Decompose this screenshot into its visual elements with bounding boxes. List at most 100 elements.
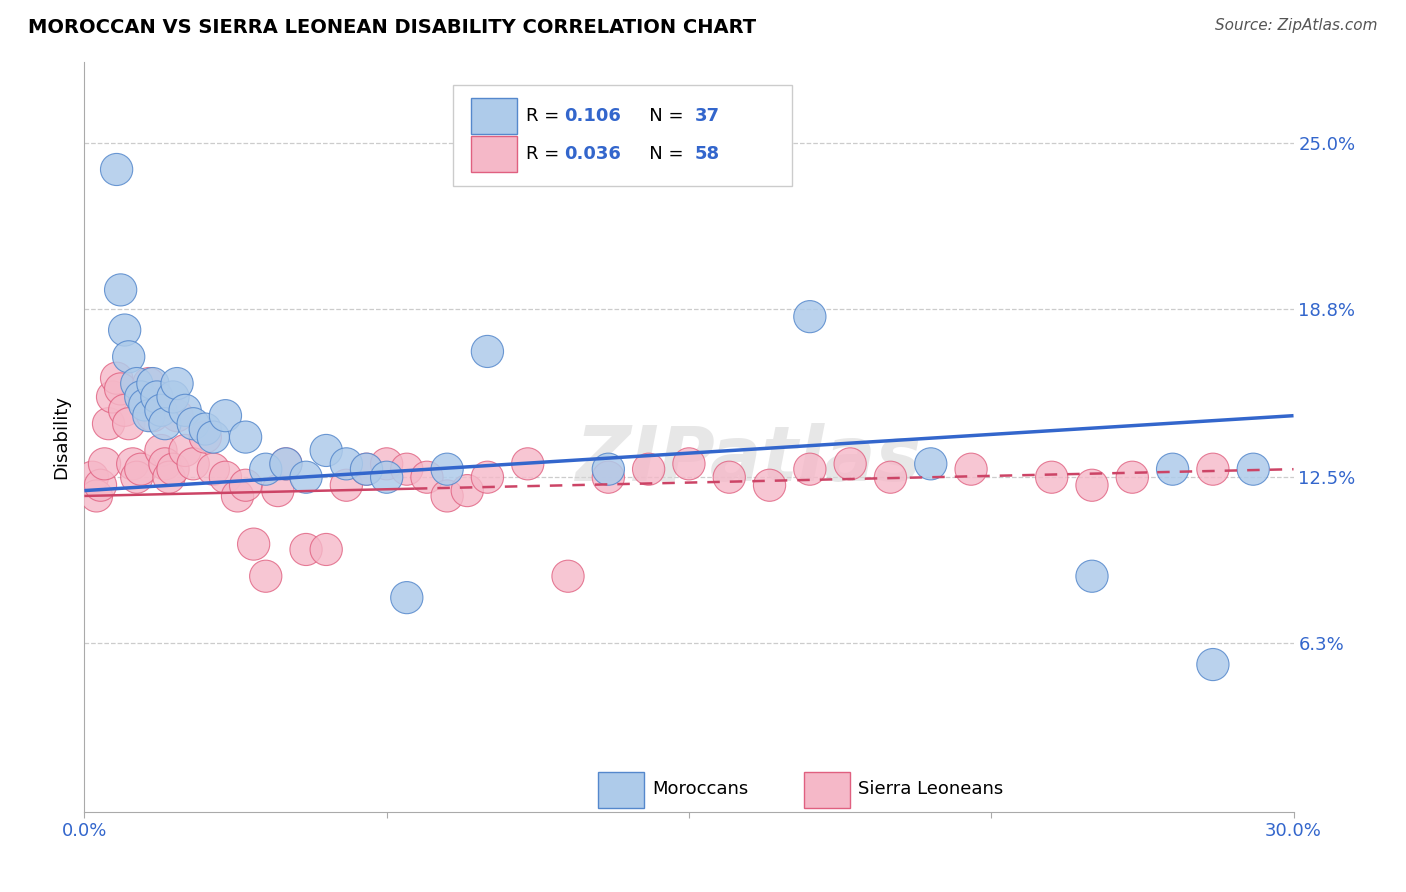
Ellipse shape <box>145 394 177 426</box>
Ellipse shape <box>104 274 136 306</box>
FancyBboxPatch shape <box>453 85 792 186</box>
Ellipse shape <box>177 448 209 480</box>
Text: 58: 58 <box>695 145 720 163</box>
Ellipse shape <box>209 400 242 432</box>
Ellipse shape <box>84 469 117 501</box>
Text: Source: ZipAtlas.com: Source: ZipAtlas.com <box>1215 18 1378 33</box>
Ellipse shape <box>262 475 294 507</box>
Ellipse shape <box>432 453 463 485</box>
Text: N =: N = <box>633 145 689 163</box>
Text: 0.106: 0.106 <box>564 107 621 126</box>
Ellipse shape <box>1036 461 1067 493</box>
Ellipse shape <box>141 381 173 413</box>
Ellipse shape <box>153 461 186 493</box>
Ellipse shape <box>471 335 503 368</box>
Ellipse shape <box>169 394 201 426</box>
Text: 37: 37 <box>695 107 720 126</box>
Ellipse shape <box>371 448 402 480</box>
Ellipse shape <box>157 453 190 485</box>
Ellipse shape <box>794 301 825 333</box>
Ellipse shape <box>149 448 181 480</box>
Ellipse shape <box>209 461 242 493</box>
Ellipse shape <box>238 528 270 560</box>
Ellipse shape <box>145 434 177 467</box>
Ellipse shape <box>221 480 253 512</box>
Ellipse shape <box>89 448 121 480</box>
Ellipse shape <box>834 448 866 480</box>
Ellipse shape <box>311 434 342 467</box>
Ellipse shape <box>330 469 363 501</box>
Ellipse shape <box>250 560 281 592</box>
Text: ZIPatlas: ZIPatlas <box>576 423 922 497</box>
Ellipse shape <box>190 421 221 453</box>
Ellipse shape <box>149 408 181 440</box>
FancyBboxPatch shape <box>599 772 644 808</box>
Ellipse shape <box>350 453 382 485</box>
Ellipse shape <box>97 381 129 413</box>
Ellipse shape <box>157 381 190 413</box>
Ellipse shape <box>132 400 165 432</box>
Ellipse shape <box>754 469 786 501</box>
Text: Moroccans: Moroccans <box>652 780 749 798</box>
Text: 0.036: 0.036 <box>564 145 621 163</box>
Ellipse shape <box>1197 453 1229 485</box>
Ellipse shape <box>411 461 443 493</box>
Ellipse shape <box>112 341 145 373</box>
Ellipse shape <box>76 461 108 493</box>
Text: MOROCCAN VS SIERRA LEONEAN DISABILITY CORRELATION CHART: MOROCCAN VS SIERRA LEONEAN DISABILITY CO… <box>28 18 756 37</box>
Ellipse shape <box>104 373 136 405</box>
Ellipse shape <box>311 533 342 566</box>
Ellipse shape <box>190 413 221 445</box>
Ellipse shape <box>592 461 624 493</box>
Ellipse shape <box>121 461 153 493</box>
Ellipse shape <box>915 448 946 480</box>
Ellipse shape <box>80 480 112 512</box>
Ellipse shape <box>160 400 193 432</box>
Ellipse shape <box>1237 453 1270 485</box>
Ellipse shape <box>290 461 322 493</box>
Ellipse shape <box>160 368 193 400</box>
Ellipse shape <box>875 461 907 493</box>
Ellipse shape <box>129 389 160 421</box>
Ellipse shape <box>1076 560 1108 592</box>
Ellipse shape <box>330 448 363 480</box>
Ellipse shape <box>177 408 209 440</box>
Ellipse shape <box>512 448 544 480</box>
Ellipse shape <box>100 153 132 186</box>
Ellipse shape <box>250 453 281 485</box>
Ellipse shape <box>673 448 704 480</box>
Text: Sierra Leoneans: Sierra Leoneans <box>858 780 1004 798</box>
Ellipse shape <box>108 314 141 346</box>
Ellipse shape <box>451 475 484 507</box>
Ellipse shape <box>197 453 229 485</box>
Ellipse shape <box>794 453 825 485</box>
Ellipse shape <box>270 448 302 480</box>
Text: R =: R = <box>526 107 565 126</box>
FancyBboxPatch shape <box>804 772 849 808</box>
Ellipse shape <box>391 453 423 485</box>
Ellipse shape <box>229 469 262 501</box>
Ellipse shape <box>1116 461 1149 493</box>
Ellipse shape <box>391 582 423 614</box>
Ellipse shape <box>713 461 745 493</box>
Ellipse shape <box>141 389 173 421</box>
Ellipse shape <box>129 381 160 413</box>
FancyBboxPatch shape <box>471 98 517 135</box>
Text: R =: R = <box>526 145 565 163</box>
Ellipse shape <box>1157 453 1188 485</box>
Ellipse shape <box>432 480 463 512</box>
Ellipse shape <box>1076 469 1108 501</box>
Ellipse shape <box>471 461 503 493</box>
Ellipse shape <box>1197 648 1229 681</box>
Ellipse shape <box>270 448 302 480</box>
Ellipse shape <box>93 408 125 440</box>
Ellipse shape <box>117 448 149 480</box>
Ellipse shape <box>136 400 169 432</box>
Ellipse shape <box>112 408 145 440</box>
Ellipse shape <box>169 434 201 467</box>
Ellipse shape <box>553 560 583 592</box>
Ellipse shape <box>132 368 165 400</box>
Text: N =: N = <box>633 107 689 126</box>
Y-axis label: Disability: Disability <box>52 395 70 479</box>
Ellipse shape <box>108 394 141 426</box>
